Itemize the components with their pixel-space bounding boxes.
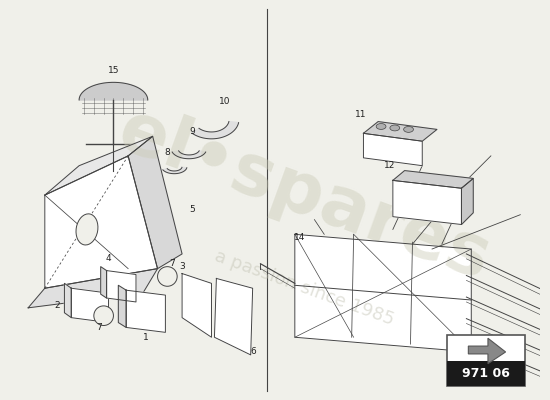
- Text: 1: 1: [143, 333, 148, 342]
- Ellipse shape: [376, 124, 386, 130]
- Polygon shape: [393, 170, 473, 188]
- Polygon shape: [214, 278, 252, 355]
- Polygon shape: [461, 178, 473, 224]
- Polygon shape: [393, 180, 461, 224]
- Text: 9: 9: [189, 127, 195, 136]
- Polygon shape: [364, 133, 422, 166]
- Text: 3: 3: [179, 262, 185, 271]
- Polygon shape: [163, 167, 187, 174]
- Text: 7: 7: [169, 259, 175, 268]
- Text: 971 06: 971 06: [462, 367, 510, 380]
- Polygon shape: [45, 136, 153, 195]
- Text: a passion since 1985: a passion since 1985: [212, 247, 397, 329]
- Bar: [447, 335, 525, 386]
- Text: 7: 7: [96, 323, 102, 332]
- Bar: [447, 361, 525, 386]
- Polygon shape: [45, 156, 157, 288]
- Polygon shape: [128, 136, 182, 269]
- Ellipse shape: [390, 125, 400, 131]
- Polygon shape: [118, 285, 126, 328]
- Text: 4: 4: [106, 254, 111, 263]
- Polygon shape: [172, 151, 206, 159]
- Text: 12: 12: [384, 161, 395, 170]
- Text: 10: 10: [218, 98, 230, 106]
- Circle shape: [157, 267, 177, 286]
- Polygon shape: [72, 288, 108, 322]
- Polygon shape: [469, 338, 505, 364]
- Polygon shape: [101, 267, 107, 298]
- Circle shape: [94, 306, 113, 326]
- Polygon shape: [28, 269, 157, 308]
- Text: 6: 6: [251, 348, 256, 356]
- Text: 2: 2: [55, 301, 60, 310]
- Polygon shape: [79, 82, 148, 100]
- Text: 15: 15: [108, 66, 119, 75]
- Polygon shape: [64, 283, 72, 318]
- Polygon shape: [107, 270, 136, 302]
- Text: 11: 11: [355, 110, 366, 119]
- Polygon shape: [126, 290, 166, 332]
- Polygon shape: [295, 234, 471, 352]
- Text: 14: 14: [294, 233, 305, 242]
- Ellipse shape: [76, 214, 98, 245]
- Polygon shape: [364, 122, 437, 141]
- Text: 5: 5: [189, 205, 195, 214]
- Ellipse shape: [404, 126, 414, 132]
- Text: el•spares: el•spares: [109, 96, 500, 294]
- Text: 8: 8: [164, 148, 170, 158]
- Polygon shape: [182, 274, 212, 337]
- Polygon shape: [192, 122, 239, 139]
